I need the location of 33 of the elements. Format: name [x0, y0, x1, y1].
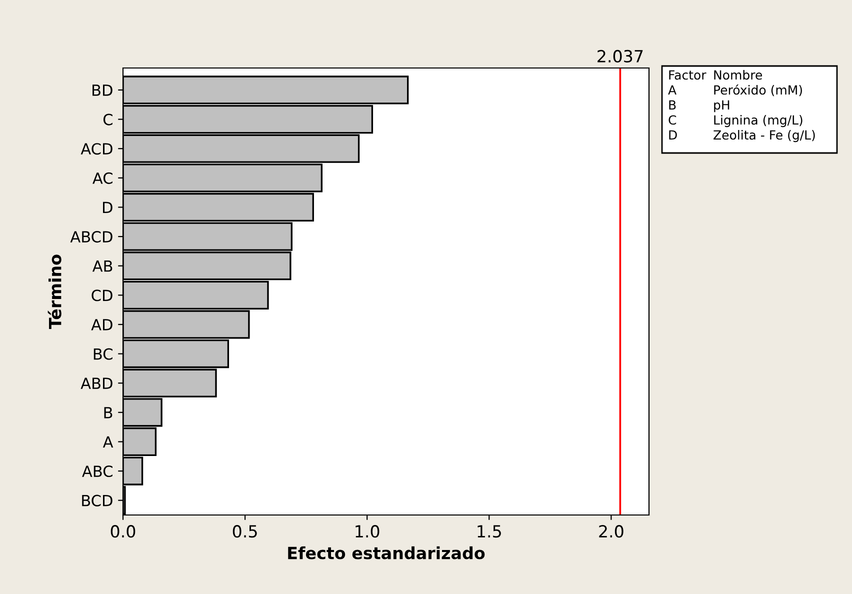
y-tick-label: D [103, 202, 112, 214]
x-tick-label: 1.0 [356, 525, 380, 538]
x-tick-label: 2.0 [599, 525, 624, 538]
ref-line-label: 2.037 [598, 50, 643, 63]
text: Nombre [714, 70, 762, 80]
x-tick-label: 0.5 [232, 525, 257, 538]
text: Lignina (mg/L) [714, 115, 802, 128]
y-tick-label: ACD [80, 143, 112, 155]
text: Peróxido (mM) [714, 84, 802, 96]
x-axis-title: Efecto estandarizado [288, 546, 485, 560]
y-tick-label: C [103, 114, 112, 126]
x-tick-label: 0.0 [110, 525, 136, 538]
y-tick-label: CD [92, 290, 112, 302]
x-tick-label: 1.5 [478, 525, 501, 538]
y-axis-title: Término [48, 254, 62, 329]
y-tick-label: AC [92, 172, 112, 184]
y-tick-label: AB [92, 260, 112, 272]
text: Zeolita - Fe (g/L) [714, 130, 815, 142]
text: Factor [669, 70, 706, 80]
y-tick-label: B [104, 407, 112, 418]
y-tick-label: BCD [82, 494, 112, 506]
y-tick-label: BC [94, 348, 112, 360]
text: B [669, 100, 676, 110]
text: A [668, 85, 676, 94]
y-tick-label: ABD [80, 378, 112, 389]
y-tick-label: AD [91, 319, 112, 330]
y-tick-label: BD [92, 84, 112, 96]
text: D [669, 130, 677, 140]
y-tick-label: ABCD [70, 231, 112, 243]
y-tick-label: ABC [82, 466, 112, 478]
y-tick-label: A [102, 436, 114, 448]
text: pH [714, 100, 730, 112]
text: C [668, 115, 676, 125]
